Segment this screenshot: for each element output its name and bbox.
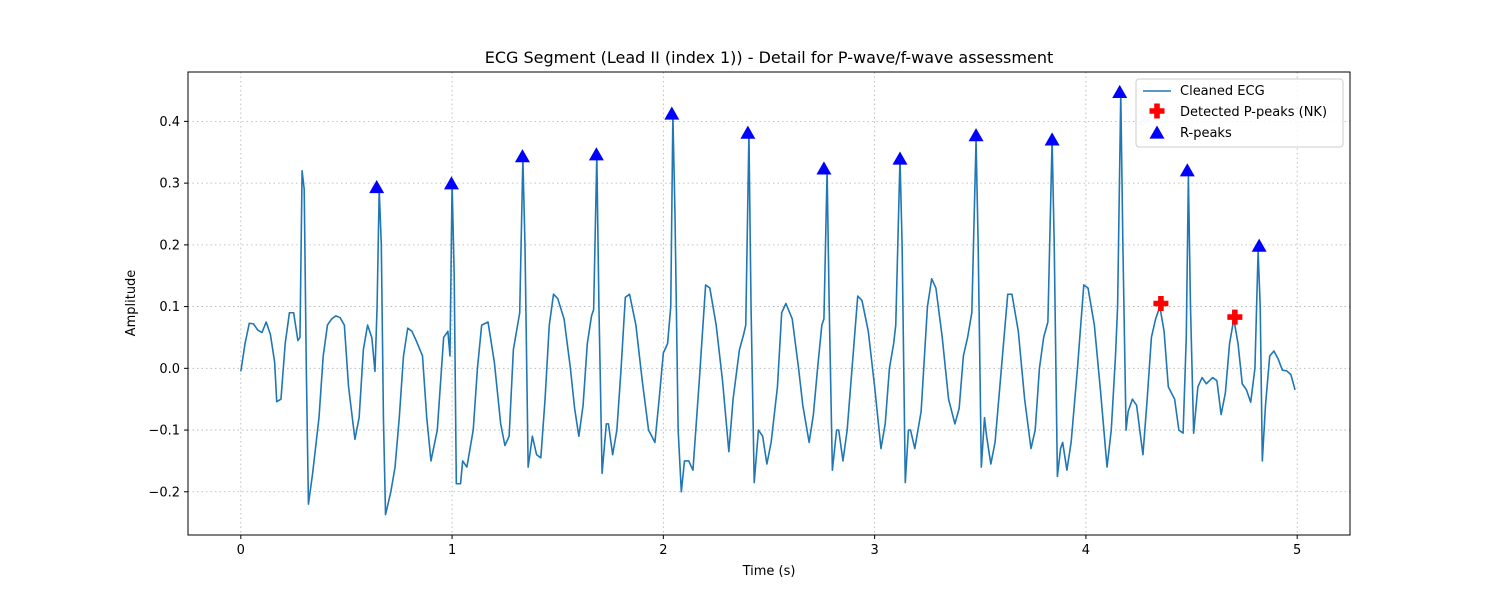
legend-box xyxy=(1135,78,1344,148)
r-peak-marker xyxy=(369,179,385,194)
y-tick-label: 0.2 xyxy=(159,238,180,253)
y-tick-label: −0.2 xyxy=(148,485,180,500)
x-tick-label: 4 xyxy=(1082,543,1090,558)
r-peak-marker xyxy=(740,125,756,139)
legend-entry-r-peaks: R-peaks xyxy=(1149,125,1232,141)
legend-label-p-peaks: Detected P-peaks (NK) xyxy=(1180,105,1327,120)
x-axis-label: Time (s) xyxy=(742,564,796,579)
legend: Cleaned ECG Detected P-peaks (NK) R-peak… xyxy=(1135,78,1344,148)
r-peak-marker xyxy=(968,128,984,142)
x-tick-label: 2 xyxy=(659,543,667,558)
legend-label-cleaned-ecg: Cleaned ECG xyxy=(1180,84,1265,99)
y-axis: −0.2 −0.1 0.0 0.1 0.2 0.3 0.4 xyxy=(148,115,188,500)
r-peak-marker xyxy=(892,151,908,165)
r-peak-marker xyxy=(588,147,604,161)
x-tick-label: 0 xyxy=(237,543,245,558)
legend-swatch-p-peaks xyxy=(1149,103,1165,119)
y-tick-label: 0.3 xyxy=(159,177,180,192)
y-tick-label: −0.1 xyxy=(148,424,180,439)
y-axis-label: Amplitude xyxy=(124,270,139,337)
x-axis: 0 1 2 3 4 5 xyxy=(237,535,1301,558)
r-peak-marker xyxy=(514,149,530,163)
legend-label-r-peaks: R-peaks xyxy=(1180,126,1232,141)
p-peak-marker xyxy=(1227,309,1243,325)
r-peak-marker xyxy=(1112,84,1128,98)
p-peak-marker xyxy=(1153,296,1169,311)
r-peak-marker xyxy=(1251,238,1267,252)
r-peak-marker xyxy=(1044,132,1060,146)
legend-swatch-r-peaks xyxy=(1149,125,1165,139)
legend-entry-cleaned-ecg: Cleaned ECG xyxy=(1143,84,1265,99)
y-tick-label: 0.0 xyxy=(159,362,180,377)
x-tick-label: 5 xyxy=(1293,543,1301,558)
series-line-cleaned-ecg xyxy=(240,92,1296,516)
y-tick-label: 0.4 xyxy=(159,115,180,130)
r-peak-marker xyxy=(443,176,459,190)
series-layer xyxy=(240,92,1296,516)
chart-title: ECG Segment (Lead II (index 1)) - Detail… xyxy=(485,48,1053,67)
x-tick-label: 3 xyxy=(870,543,878,558)
markers-layer xyxy=(369,84,1267,325)
r-peak-marker xyxy=(664,106,680,120)
r-peak-marker xyxy=(816,161,832,175)
legend-entry-p-peaks: Detected P-peaks (NK) xyxy=(1149,103,1327,120)
x-tick-label: 1 xyxy=(448,543,456,558)
y-tick-label: 0.1 xyxy=(159,300,180,315)
plot-frame xyxy=(187,71,1351,536)
r-peak-marker xyxy=(1179,163,1195,177)
